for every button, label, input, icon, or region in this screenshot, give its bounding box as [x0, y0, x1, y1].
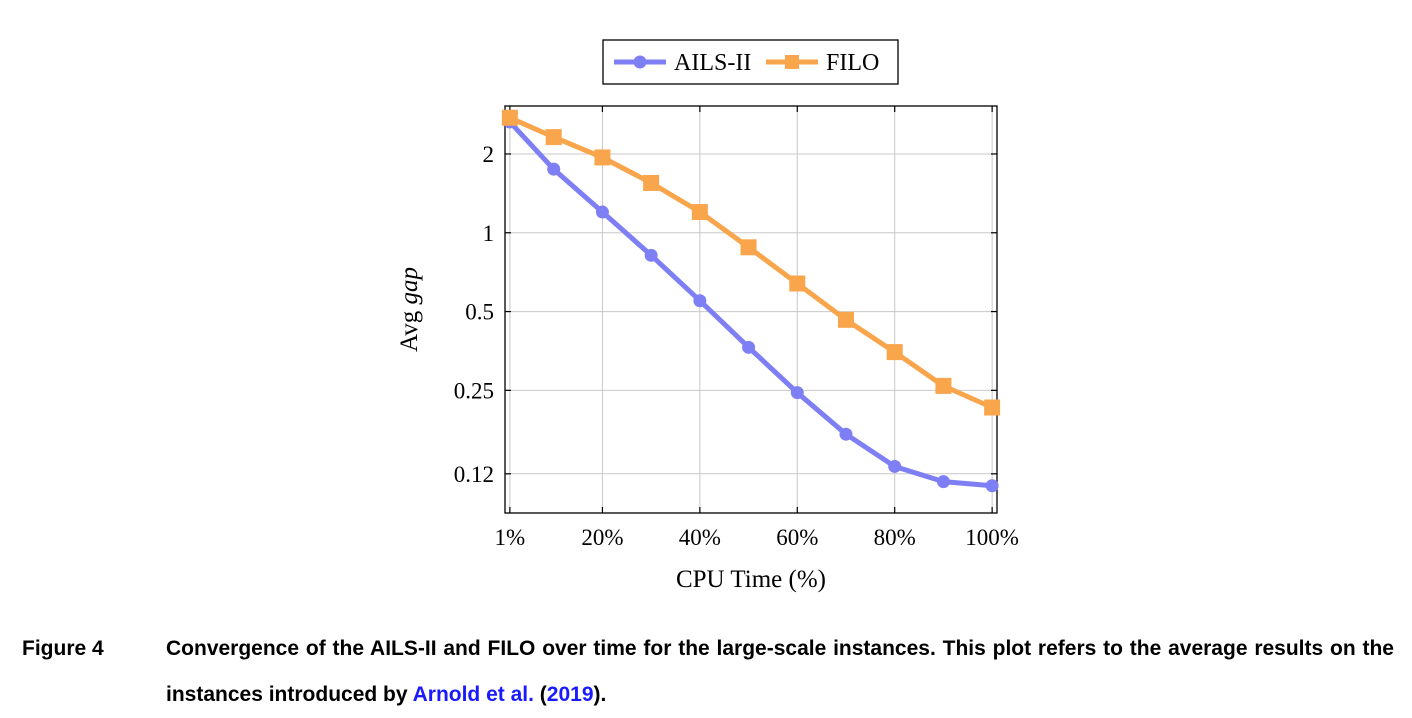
figure-caption: Figure 4 Convergence of the AILS-II and … — [22, 626, 1394, 718]
series-layer — [501, 109, 1001, 493]
caption-text: Convergence of the AILS-II and FILO over… — [166, 626, 1394, 718]
data-point-ails-ii-20 — [595, 205, 609, 219]
legend-marker-filo — [785, 55, 799, 69]
legend-label-ails-ii: AILS-II — [674, 50, 751, 76]
data-point-filo-80 — [886, 344, 903, 361]
caption-cite-open: ( — [533, 683, 547, 706]
legend: AILS-II FILO — [602, 39, 899, 85]
data-point-filo-20 — [594, 149, 611, 166]
data-point-filo-100 — [984, 399, 1001, 416]
data-point-ails-ii-50 — [742, 340, 756, 354]
y-tick-label-0-25: 0.25 — [454, 378, 494, 403]
legend-box — [602, 39, 899, 85]
y-axis-label: Avg gap — [396, 267, 423, 352]
caption-cite-close: ). — [593, 683, 607, 706]
x-tick-label-40: 40% — [679, 525, 721, 550]
axis-ticks: 1% 20% 40% 60% 80% 100% 2 1 0.5 0.25 0.12 — [454, 106, 1019, 550]
y-tick-label-0-12: 0.12 — [454, 462, 494, 487]
data-point-ails-ii-30 — [644, 248, 658, 262]
data-point-ails-ii-60 — [790, 386, 804, 400]
data-point-filo-50 — [740, 239, 757, 256]
chart: 1% 20% 40% 60% 80% 100% 2 1 0.5 0.25 0.12 CPU Time… — [396, 39, 1019, 593]
data-point-ails-ii-70 — [839, 427, 853, 441]
data-point-ails-ii-80 — [888, 459, 902, 473]
x-tick-label-1: 1% — [495, 525, 526, 550]
legend-marker-ails-ii — [633, 55, 647, 69]
y-tick-label-2: 2 — [483, 142, 495, 167]
y-axis-label-prefix: Avg — [396, 305, 423, 352]
x-tick-label-60: 60% — [776, 525, 818, 550]
legend-label-filo: FILO — [826, 50, 879, 76]
x-axis-label: CPU Time (%) — [676, 566, 826, 593]
plot-frame — [504, 105, 998, 514]
series-line-filo — [508, 115, 994, 410]
figure-label: Figure 4 — [22, 637, 104, 660]
y-tick-label-0-5: 0.5 — [465, 300, 494, 325]
caption-body: Convergence of the AILS-II and FILO over… — [166, 637, 1394, 706]
y-tick-label-1: 1 — [483, 221, 495, 246]
data-point-filo-60 — [789, 275, 806, 292]
data-point-filo-90 — [935, 377, 952, 394]
series-ails-ii — [503, 115, 999, 493]
data-point-filo-1 — [501, 109, 518, 126]
x-tick-label-20: 20% — [581, 525, 623, 550]
citation-author-link[interactable]: Arnold et al. — [412, 683, 534, 706]
data-point-ails-ii-10 — [547, 162, 561, 176]
citation-year-link[interactable]: 2019 — [546, 683, 594, 706]
data-point-ails-ii-90 — [936, 475, 950, 489]
data-point-filo-70 — [837, 311, 854, 328]
grid-lines — [505, 106, 997, 513]
data-point-filo-30 — [643, 174, 660, 191]
data-point-filo-10 — [545, 129, 562, 146]
data-point-ails-ii-100 — [985, 479, 999, 493]
series-line-ails-ii — [508, 120, 993, 489]
series-filo — [501, 109, 1001, 416]
data-point-filo-40 — [691, 204, 708, 221]
y-axis-label-italic: gap — [396, 267, 423, 305]
x-tick-label-80: 80% — [874, 525, 916, 550]
data-point-ails-ii-40 — [693, 294, 707, 308]
x-tick-label-100: 100% — [965, 525, 1019, 550]
